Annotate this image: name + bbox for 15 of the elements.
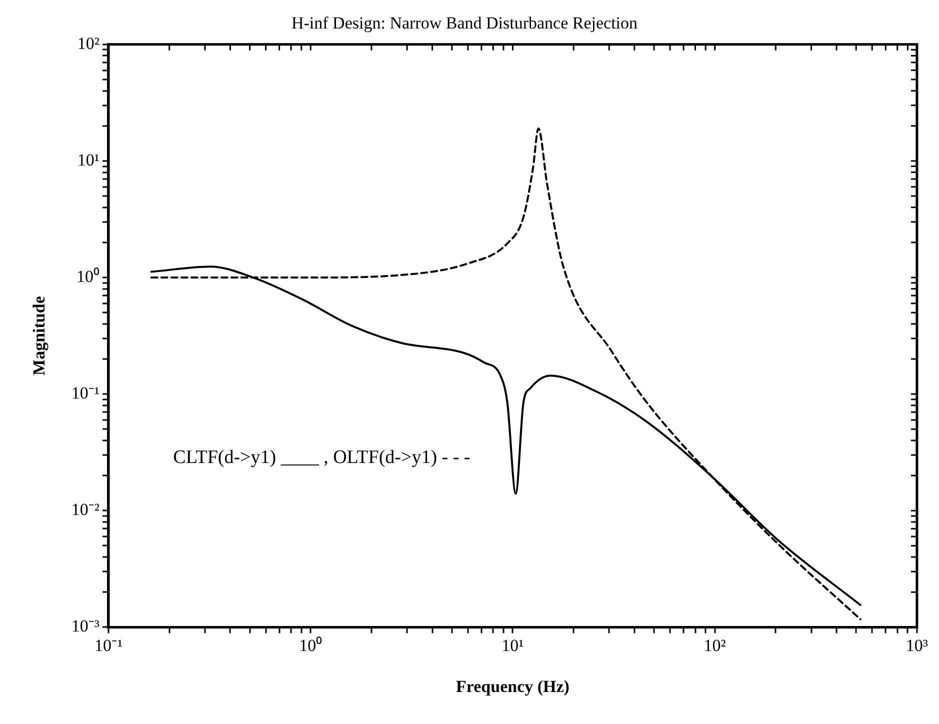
y-axis-title: Magnitude: [30, 296, 49, 376]
x-tick-label: 10³: [906, 636, 928, 655]
y-tick-label: 10⁻³: [71, 616, 100, 636]
x-tick-label: 10²: [704, 636, 726, 655]
y-tick-label: 10⁻¹: [71, 384, 100, 403]
y-tick-label: 10⁰: [76, 266, 100, 286]
x-tick-label: 10⁰: [299, 636, 322, 655]
chart-title: H-inf Design: Narrow Band Disturbance Rejection: [291, 14, 638, 33]
x-axis-title: Frequency (Hz): [456, 677, 570, 696]
y-tick-label: 10²: [77, 34, 100, 53]
y-tick-label: 10⁻²: [71, 500, 100, 520]
x-tick-label: 10¹: [502, 636, 524, 655]
annotation: CLTF(d->y1) ____ , OLTF(d->y1) - - -: [173, 447, 470, 468]
y-tick-label: 10¹: [77, 150, 100, 170]
x-tick-label: 10⁻¹: [94, 636, 123, 655]
